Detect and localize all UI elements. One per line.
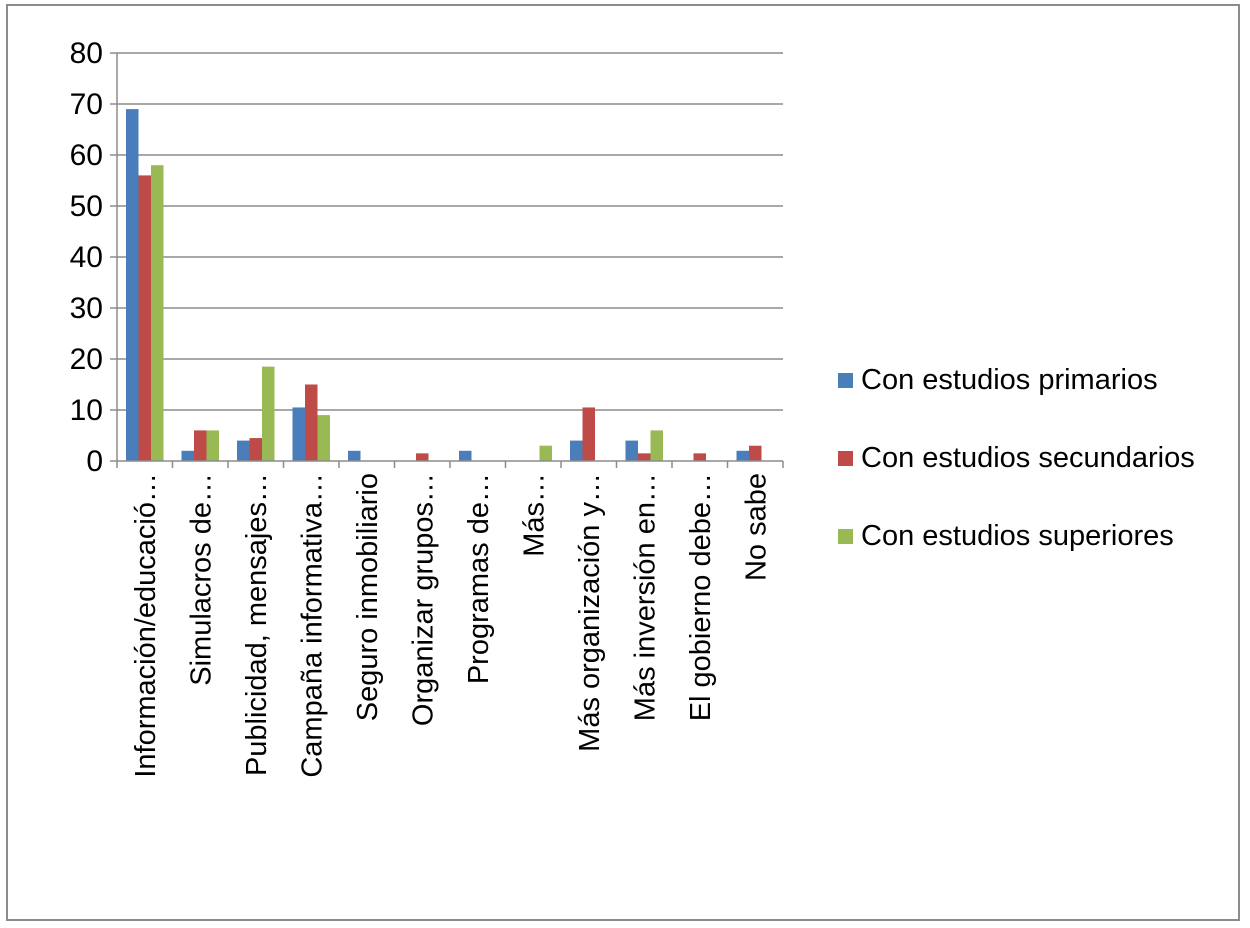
y-tick-label: 30 <box>70 292 103 325</box>
bar-2-1 <box>206 430 219 461</box>
y-tick-label: 40 <box>70 241 103 274</box>
bar-0-6 <box>459 450 472 461</box>
x-category-label: No sabe <box>740 473 772 581</box>
bar-0-4 <box>348 450 361 461</box>
legend: Con estudios primarios Con estudios secun… <box>838 364 1195 552</box>
x-category-label: Más… <box>518 473 550 557</box>
legend-swatch <box>838 373 853 388</box>
legend-swatch <box>838 529 853 544</box>
y-tick-label: 80 <box>70 37 103 70</box>
x-category-labels: Información/educació… Simulacros de… Publi… <box>130 473 773 778</box>
y-tick-label: 0 <box>86 445 103 478</box>
bar-1-3 <box>305 384 318 461</box>
x-category-label: Campaña informativa… <box>296 473 328 778</box>
bar-1-9 <box>638 453 651 461</box>
bar-0-8 <box>570 440 583 461</box>
bar-2-7 <box>539 445 552 461</box>
y-tick-label: 60 <box>70 139 103 172</box>
bar-2-3 <box>317 415 330 461</box>
x-category-label: Programas de… <box>463 473 495 684</box>
bar-0-2 <box>237 440 250 461</box>
legend-swatch <box>838 451 853 466</box>
bar-1-0 <box>138 175 151 461</box>
bar-2-9 <box>650 430 663 461</box>
y-tick-labels: 0 10 20 30 40 50 60 70 80 <box>70 37 103 478</box>
chart-frame: 0 10 20 30 40 50 60 70 80 Información/educació… S… <box>6 4 1240 921</box>
bar-0-9 <box>625 440 638 461</box>
bar-1-2 <box>249 438 262 461</box>
bars <box>126 109 762 461</box>
gridlines <box>117 52 783 411</box>
bar-1-5 <box>416 453 429 461</box>
y-tick-label: 50 <box>70 190 103 223</box>
y-tick-label: 20 <box>70 343 103 376</box>
bar-2-0 <box>151 165 164 461</box>
bar-2-2 <box>262 366 275 461</box>
axes <box>110 52 784 468</box>
bar-0-0 <box>126 109 139 461</box>
y-tick-label: 10 <box>70 394 103 427</box>
legend-label: Con estudios superiores <box>861 520 1174 552</box>
legend-label: Con estudios secundarios <box>861 442 1195 474</box>
x-category-label: Seguro inmobiliario <box>352 473 384 721</box>
x-category-label: Más inversión en… <box>629 473 661 721</box>
bar-1-1 <box>194 430 207 461</box>
x-category-label: Publicidad, mensajes… <box>241 473 273 776</box>
x-category-label: Simulacros de… <box>185 473 217 686</box>
bar-0-11 <box>736 450 749 461</box>
bar-1-11 <box>749 445 762 461</box>
x-category-label: Más organización y… <box>574 473 606 752</box>
x-category-label: Organizar grupos… <box>407 473 439 726</box>
y-tick-label: 70 <box>70 88 103 121</box>
bar-1-8 <box>582 407 595 461</box>
x-category-label: El gobierno debe… <box>685 473 717 721</box>
legend-label: Con estudios primarios <box>861 364 1158 396</box>
x-category-label: Información/educació… <box>130 473 162 778</box>
bar-1-10 <box>693 453 706 461</box>
bar-0-1 <box>181 450 194 461</box>
bar-chart: 0 10 20 30 40 50 60 70 80 Información/educació… S… <box>70 37 1195 778</box>
bar-0-3 <box>292 407 305 461</box>
